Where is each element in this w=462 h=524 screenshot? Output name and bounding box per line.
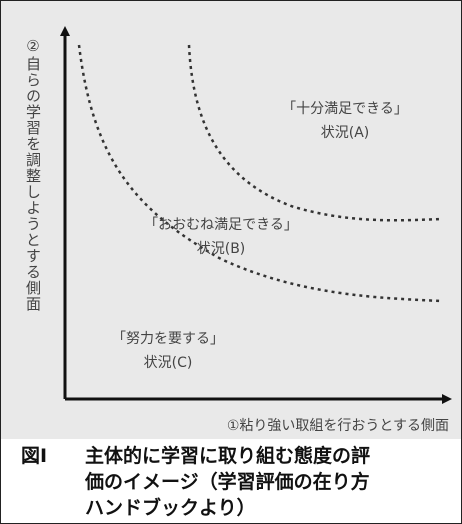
x-axis-label: ①粘り強い取組を行おうとする側面 [226,418,449,434]
region-c-title: 「努力を要する」 [112,331,224,347]
y-axis-label: ②自らの学習を調整しようとする側面 [24,37,42,312]
caption-prefix: 図Ⅰ [21,445,48,467]
region-b-title: 「おおむね満足できる」 [144,217,298,233]
region-label-c: 「努力を要する」 状況(C) [103,327,233,375]
region-label-a: 「十分満足できる」 状況(A) [255,97,435,145]
figure-caption: 図Ⅰ 主体的に学習に取り組む態度の評価のイメージ（学習評価の在り方ハンドブックよ… [1,441,461,523]
diagram-panel: ②自らの学習を調整しようとする側面 「十分満足できる」 状況(A) 「おおむね満… [1,1,461,439]
boundary-curve-b [77,44,442,303]
region-a-status: 状況(A) [320,125,370,141]
boundary-curve-a [187,44,442,222]
diagram-svg [60,26,452,404]
region-label-b: 「おおむね満足できる」 状況(B) [121,213,321,261]
region-a-title: 「十分満足できる」 [282,101,408,117]
region-b-status: 状況(B) [196,241,246,257]
caption-text: 主体的に学習に取り組む態度の評価のイメージ（学習評価の在り方ハンドブックより） [85,445,371,519]
region-c-status: 状況(C) [143,355,193,371]
